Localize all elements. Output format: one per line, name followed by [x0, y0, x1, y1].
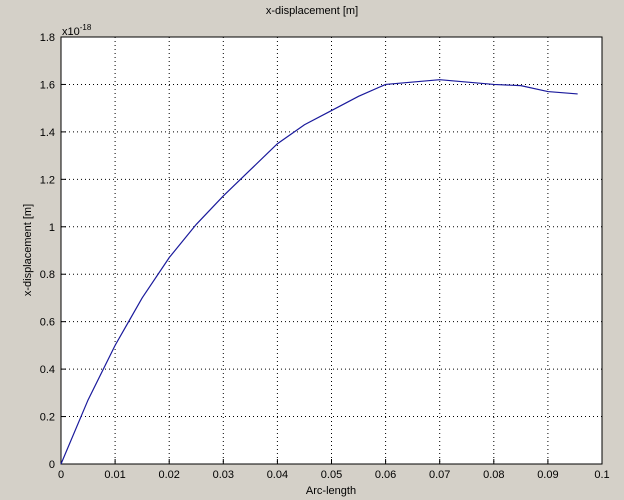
x-tick-label: 0 — [58, 469, 64, 481]
y-tick-label: 0.2 — [40, 412, 55, 424]
x-tick-label: 0.1 — [594, 469, 609, 481]
y-tick-label: 1.8 — [40, 32, 55, 44]
plot-area — [60, 36, 603, 465]
x-tick-label: 0.02 — [158, 469, 179, 481]
y-tick-label: 0.8 — [40, 269, 55, 281]
x-tick-label: 0.07 — [429, 469, 450, 481]
y-multiplier: x10-18 — [62, 23, 92, 38]
y-tick-label: 1.2 — [40, 174, 55, 186]
y-tick-label: 1.4 — [40, 127, 55, 139]
x-tick-label: 0.05 — [321, 469, 342, 481]
y-tick-label: 0 — [49, 459, 55, 471]
y-multiplier-exponent: -18 — [80, 23, 92, 32]
y-multiplier-base: x10 — [62, 26, 80, 38]
x-tick-label: 0.03 — [213, 469, 234, 481]
y-tick-label: 0.4 — [40, 364, 55, 376]
x-tick-label: 0.04 — [267, 469, 288, 481]
x-tick-label: 0.01 — [104, 469, 125, 481]
y-axis-label: x-displacement [m] — [22, 204, 34, 296]
x-axis-label: Arc-length — [306, 485, 356, 497]
y-tick-label: 1 — [49, 222, 55, 234]
y-tick-label: 1.6 — [40, 79, 55, 91]
data-line — [60, 79, 578, 465]
x-tick-label: 0.06 — [375, 469, 396, 481]
chart-title: x-displacement [m] — [266, 5, 358, 17]
x-tick-label: 0.09 — [537, 469, 558, 481]
y-tick-label: 0.6 — [40, 317, 55, 329]
x-tick-label: 0.08 — [483, 469, 504, 481]
